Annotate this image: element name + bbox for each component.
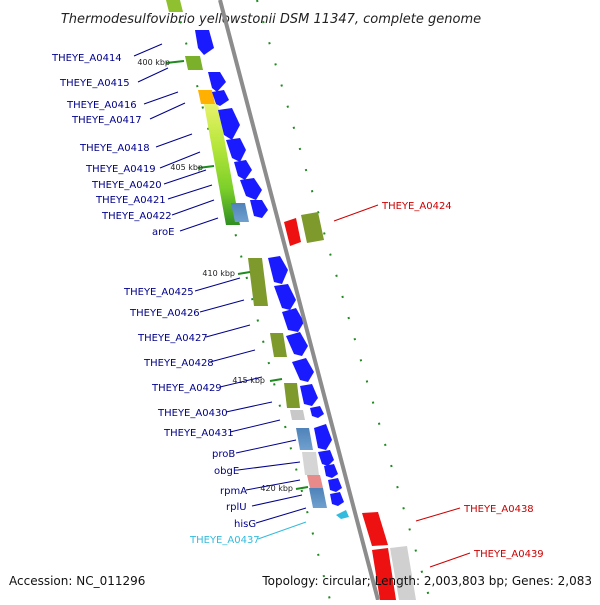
label-leader-line <box>257 521 307 540</box>
label-leader-line <box>415 507 461 522</box>
gene-label[interactable]: THEYE_A0415 <box>59 78 130 89</box>
gene-label[interactable]: THEYE_A0421 <box>95 195 166 206</box>
gene-label[interactable]: THEYE_A0419 <box>85 164 156 175</box>
label-leader-line <box>179 217 219 232</box>
gene-label[interactable]: THEYE_A0430 <box>157 408 228 419</box>
label-leader-line <box>255 507 307 524</box>
genome-backbone <box>218 0 380 601</box>
gene-label[interactable]: THEYE_A0422 <box>101 211 172 222</box>
gene-label[interactable]: THEYE_A0438 <box>463 504 534 515</box>
label-leader-line <box>245 479 301 491</box>
label-leader-line <box>163 169 207 185</box>
gene-label[interactable]: proB <box>212 449 235 460</box>
label-leader-line <box>235 439 297 454</box>
tick-mark <box>165 60 185 64</box>
tick-label: 410 kbp <box>202 269 235 278</box>
gene-label[interactable]: THEYE_A0416 <box>66 100 137 111</box>
gene-label[interactable]: THEYE_A0437 <box>189 535 260 546</box>
gene-label[interactable]: THEYE_A0428 <box>143 358 214 369</box>
label-leader-line <box>251 494 303 507</box>
label-leader-line <box>143 91 179 105</box>
label-leader-line <box>205 324 251 338</box>
tick-mark <box>269 378 283 382</box>
right-gene-labels: THEYE_A0424 THEYE_A0438 THEYE_A0439 <box>333 201 544 568</box>
accession-label: Accession: NC_011296 <box>9 574 145 588</box>
label-leader-line <box>429 552 471 568</box>
gc-content-band <box>166 0 327 508</box>
tick-label: 400 kbp <box>137 58 170 67</box>
label-leader-line <box>171 199 215 216</box>
gene-label[interactable]: obgE <box>214 466 239 477</box>
gene-label[interactable]: THEYE_A0439 <box>473 549 544 560</box>
map-title: Thermodesulfovibrio yellowstonii DSM 113… <box>61 12 481 27</box>
label-leader-line <box>167 184 213 200</box>
tick-mark <box>197 165 215 169</box>
tick-mark <box>295 486 309 490</box>
gene-label[interactable]: THEYE_A0418 <box>79 143 150 154</box>
gene-label[interactable]: hisG <box>234 519 256 530</box>
label-leader-line <box>155 133 193 148</box>
tick-label: 405 kbp <box>170 163 203 172</box>
reverse-strand-genes <box>284 212 416 600</box>
tick-mark <box>237 271 251 275</box>
label-leader-line <box>229 419 281 433</box>
label-leader-line <box>159 151 201 169</box>
topology-label: Topology: circular; Length: 2,003,803 bp… <box>261 574 592 588</box>
gene-label[interactable]: THEYE_A0417 <box>71 115 142 126</box>
left-gene-labels: THEYE_A0414 THEYE_A0415 THEYE_A0416 THEYE_A… <box>51 43 307 546</box>
gene-label[interactable]: rplU <box>226 502 247 513</box>
label-leader-line <box>133 43 163 57</box>
gene-label[interactable]: THEYE_A0420 <box>91 180 162 191</box>
label-leader-line <box>209 349 256 363</box>
forward-strand-genes <box>195 30 349 519</box>
label-leader-line <box>219 376 263 388</box>
gene-label[interactable]: aroE <box>152 227 174 238</box>
gene-label[interactable]: THEYE_A0414 <box>51 53 122 64</box>
label-leader-line <box>333 204 379 222</box>
gene-label[interactable]: THEYE_A0429 <box>151 383 222 394</box>
tick-label: 420 kbp <box>260 484 293 493</box>
gene-label[interactable]: THEYE_A0426 <box>129 308 200 319</box>
gene-label[interactable]: THEYE_A0427 <box>137 333 208 344</box>
dotted-tracks <box>174 0 431 601</box>
gene-label[interactable]: THEYE_A0424 <box>381 201 452 212</box>
label-leader-line <box>199 299 245 313</box>
gene-label[interactable]: rpmA <box>220 486 247 497</box>
gene-label[interactable]: THEYE_A0431 <box>163 428 234 439</box>
label-leader-line <box>225 401 273 413</box>
label-leader-line <box>149 102 186 120</box>
label-leader-line <box>237 461 301 471</box>
gene-label[interactable]: THEYE_A0425 <box>123 287 194 298</box>
label-leader-line <box>137 67 169 83</box>
label-leader-line <box>194 277 241 292</box>
